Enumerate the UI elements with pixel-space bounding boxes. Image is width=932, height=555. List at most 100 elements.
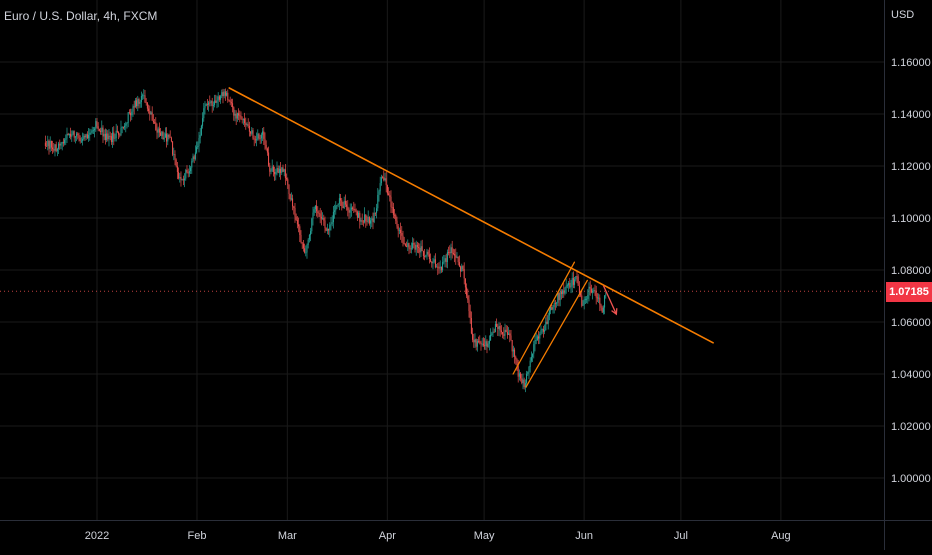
candle-body: [568, 282, 570, 286]
candle-body: [365, 214, 367, 222]
candle-body: [588, 286, 590, 295]
candle-body: [524, 382, 526, 388]
candle-body: [74, 136, 76, 138]
candle-body: [312, 212, 314, 219]
candle-body: [534, 340, 536, 345]
candle-body: [392, 207, 394, 215]
candle-body: [460, 266, 462, 272]
candle-body: [276, 168, 278, 172]
candle-body: [485, 341, 487, 347]
candle-body: [367, 216, 369, 222]
candle-body: [152, 120, 154, 123]
candle-body: [366, 221, 368, 222]
candle-body: [590, 288, 592, 293]
candle-body: [386, 185, 388, 194]
candle-body: [144, 95, 146, 103]
candle-body: [164, 133, 166, 138]
candle-body: [325, 228, 327, 231]
candle-body: [84, 135, 86, 138]
price-axis[interactable]: 1.16000 1.14000 1.12000 1.10000 1.08000 1.060…: [891, 57, 931, 485]
candle-body: [229, 100, 231, 103]
grid-lines: [0, 0, 884, 520]
candle-body: [73, 131, 75, 138]
candle-body: [467, 295, 469, 300]
candle-body: [311, 218, 313, 232]
candle-body: [446, 252, 448, 263]
time-axis[interactable]: 2022 Feb Mar Apr May Jun Jul Aug: [85, 530, 791, 542]
candle-body: [442, 262, 444, 271]
candle-body: [317, 211, 319, 214]
candle-body: [558, 292, 560, 301]
candle-body: [378, 191, 380, 195]
candle-body: [187, 172, 189, 174]
drawings[interactable]: [228, 87, 714, 388]
candle-body: [324, 220, 326, 229]
candle-body: [179, 177, 181, 179]
candle-body: [496, 323, 498, 327]
candle-body: [560, 291, 562, 295]
candle-body: [401, 232, 403, 236]
candle-body: [227, 92, 229, 100]
candle-body: [368, 216, 370, 224]
candle-body: [400, 229, 402, 233]
candle-body: [436, 266, 438, 268]
candle-body: [246, 124, 248, 126]
candle-body: [416, 244, 418, 248]
candle-body: [487, 343, 489, 347]
candle-body: [181, 179, 183, 181]
channel-upper-line: [512, 261, 576, 375]
candle-body: [426, 251, 428, 256]
candle-body: [281, 167, 283, 173]
time-tick-label: May: [474, 530, 495, 542]
candle-body: [577, 276, 579, 286]
candle-body: [484, 345, 486, 347]
candle-body: [566, 285, 568, 287]
candle-body: [254, 139, 256, 141]
candle-body: [480, 342, 482, 344]
candle-body: [83, 135, 85, 140]
candle-body: [192, 156, 194, 162]
time-tick-label: Aug: [771, 530, 791, 542]
candle-body: [504, 329, 506, 336]
candle-body: [464, 278, 466, 288]
candle-body: [448, 252, 450, 253]
candle-body: [419, 247, 421, 253]
candle-body: [247, 124, 249, 126]
candle-body: [248, 125, 250, 132]
candle-body: [511, 340, 513, 352]
candle-body: [202, 118, 204, 126]
candle-body: [235, 113, 237, 119]
currency-label: USD: [891, 9, 915, 21]
candle-body: [294, 207, 296, 217]
candle-body: [322, 218, 324, 219]
candle-body: [422, 251, 424, 256]
candle-body: [92, 130, 94, 132]
candle-body: [199, 135, 201, 138]
candle-body: [172, 141, 174, 155]
candle-body: [232, 103, 234, 108]
candle-body: [162, 131, 164, 140]
candle-body: [257, 133, 259, 140]
candle-body: [313, 209, 315, 213]
candle-body: [262, 131, 264, 135]
candle-body: [437, 266, 439, 268]
candle-body: [180, 177, 182, 180]
candle-body: [252, 130, 254, 139]
candle-body: [196, 147, 198, 153]
candle-body: [65, 138, 67, 140]
candle-body: [166, 133, 168, 142]
candle-body: [149, 111, 151, 115]
price-tick-label: 1.14000: [891, 109, 931, 121]
candle-body: [71, 134, 73, 137]
candle-body: [569, 282, 571, 288]
candle-body: [584, 299, 586, 300]
candle-body: [184, 178, 186, 181]
candle-body: [258, 133, 260, 139]
candle-body: [142, 95, 144, 97]
candle-body: [463, 268, 465, 279]
candle-body: [198, 137, 200, 146]
candle-body: [542, 328, 544, 332]
candle-body: [206, 104, 208, 105]
